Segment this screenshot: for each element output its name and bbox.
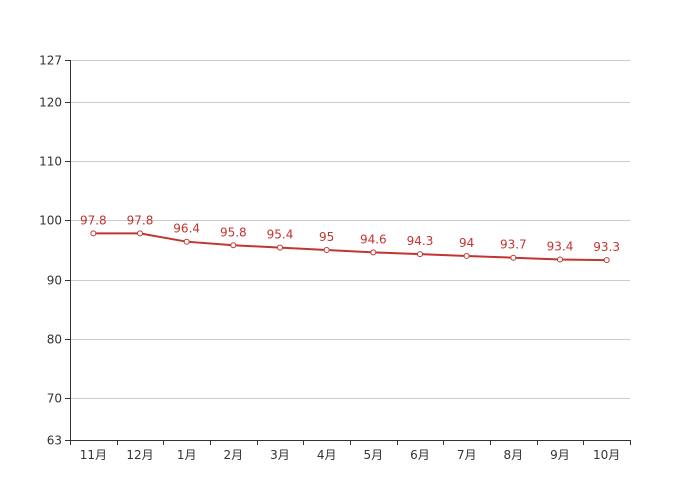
data-label: 97.8 (80, 213, 107, 227)
data-label: 94 (459, 236, 474, 250)
data-point (510, 254, 517, 261)
data-label: 96.4 (173, 222, 200, 236)
x-tick-label: 5月 (364, 448, 384, 462)
data-point (417, 251, 423, 258)
data-point (230, 242, 237, 249)
x-tick-label: 9月 (550, 448, 570, 462)
data-label: 95 (319, 230, 334, 244)
data-point (557, 256, 563, 263)
data-label: 95.4 (267, 228, 294, 242)
x-tick-label: 7月 (457, 448, 477, 462)
x-tick-label: 10月 (593, 448, 620, 462)
data-label: 93.7 (500, 238, 527, 252)
data-point (277, 244, 283, 251)
data-label: 93.4 (547, 240, 574, 254)
x-tick-label: 6月 (410, 448, 430, 462)
y-tick-label: 70 (47, 392, 62, 406)
data-label: 94.6 (360, 232, 387, 246)
data-point (90, 230, 97, 237)
data-point (183, 238, 190, 245)
x-tick-label: 3月 (270, 448, 290, 462)
y-tick-label: 90 (47, 274, 62, 288)
data-point (323, 247, 330, 253)
x-tick-label: 2月 (224, 448, 244, 462)
y-tick-label: 120 (39, 96, 62, 110)
data-label: 94.3 (407, 234, 434, 248)
x-tick-label: 8月 (504, 448, 524, 462)
x-tick-label: 11月 (80, 448, 107, 462)
y-tick-label: 100 (39, 214, 62, 228)
grid-lines (70, 60, 630, 399)
y-tick-label: 63 (47, 434, 62, 448)
x-tick-label: 12月 (126, 448, 153, 462)
data-label: 93.3 (593, 240, 620, 254)
y-tick-label: 110 (39, 155, 62, 169)
y-tick-label: 127 (39, 54, 62, 68)
data-point (463, 252, 470, 259)
data-point (370, 249, 377, 256)
x-tick-label: 1月 (177, 448, 197, 462)
data-label: 97.8 (127, 213, 154, 227)
data-labels: 97.8 97.8 96.4 95.8 95.4 95 94.6 94.3 94 93.7 93.4… (80, 213, 620, 254)
x-tick-label: 4月 (317, 448, 337, 462)
series-line (93, 232, 607, 262)
data-label: 95.8 (220, 225, 247, 239)
data-point (137, 230, 143, 237)
series-layer (90, 230, 610, 264)
y-tick-label: 80 (47, 333, 62, 347)
axes: 63 70 80 90 100 110 120 127 11月 12月 1月 2月 3月 4月 5月 6月 7月… (39, 54, 631, 462)
data-point (603, 257, 610, 264)
